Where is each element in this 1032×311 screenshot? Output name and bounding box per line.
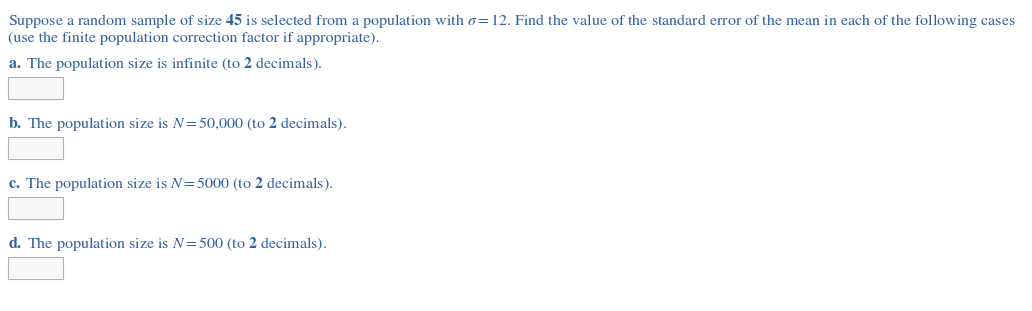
- Text: $\mathbf{d.}$ The population size is $N = 500$ (to $\mathbf{2}$ decimals).: $\mathbf{d.}$ The population size is $N …: [8, 235, 327, 253]
- Text: $\mathbf{a.}$ The population size is infinite (to $\mathbf{2}$ decimals).: $\mathbf{a.}$ The population size is inf…: [8, 55, 322, 73]
- Text: $\mathbf{b.}$ The population size is $N = 50{,}000$ (to $\mathbf{2}$ decimals).: $\mathbf{b.}$ The population size is $N …: [8, 115, 347, 133]
- Text: Suppose a random sample of size $\mathbf{45}$ is selected from a population with: Suppose a random sample of size $\mathbf…: [8, 12, 1015, 30]
- Text: $\mathbf{c.}$ The population size is $N = 5000$ (to $\mathbf{2}$ decimals).: $\mathbf{c.}$ The population size is $N …: [8, 175, 333, 193]
- Text: (use the finite population correction factor if appropriate).: (use the finite population correction fa…: [8, 32, 380, 45]
